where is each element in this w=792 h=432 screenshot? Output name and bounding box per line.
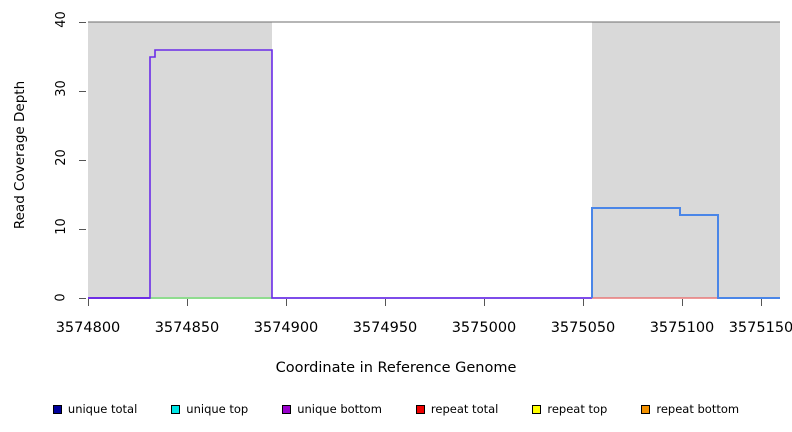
legend-item-unique-bottom: unique bottom (282, 402, 382, 416)
chart-legend: unique total unique top unique bottom re… (0, 398, 792, 420)
y-tickmark-20 (79, 160, 86, 161)
legend-label: repeat total (430, 402, 499, 416)
x-tick-label-3575050: 3575050 (550, 320, 616, 336)
legend-label: unique bottom (297, 402, 382, 416)
legend-item-repeat-top: repeat top (532, 402, 607, 416)
legend-item-repeat-bottom: repeat bottom (641, 402, 739, 416)
x-tickmark-3574850 (187, 299, 188, 306)
y-tickmark-30 (79, 91, 86, 92)
legend-swatch-icon (415, 404, 425, 414)
y-tickmark-0 (79, 298, 86, 299)
x-tick-label-3574800: 3574800 (55, 320, 121, 336)
repeat-region-right (592, 22, 780, 298)
y-tickmark-40 (79, 22, 86, 23)
legend-item-unique-total: unique total (52, 402, 138, 416)
legend-swatch-icon (52, 404, 62, 414)
legend-swatch-icon (532, 404, 542, 414)
legend-swatch-icon (641, 404, 651, 414)
x-tickmark-3574950 (385, 299, 386, 306)
series-unique-total-line (591, 207, 780, 299)
x-tickmark-3575000 (484, 299, 485, 306)
x-tickmark-3575050 (583, 299, 584, 306)
legend-item-unique-top: unique top (171, 402, 248, 416)
legend-swatch-icon (171, 404, 181, 414)
x-tick-label-3575100: 3575100 (649, 320, 715, 336)
legend-label: repeat bottom (656, 402, 740, 416)
repeat-region-left (88, 22, 272, 298)
x-tick-label-3575000: 3575000 (451, 320, 517, 336)
x-tickmark-3574900 (286, 299, 287, 306)
x-tickmark-3575150 (761, 299, 762, 306)
legend-label: repeat top (547, 402, 608, 416)
series-unique-bottom-line (88, 49, 592, 299)
x-tick-label-3575150: 3575150 (728, 320, 792, 336)
legend-swatch-icon (282, 404, 292, 414)
y-tickmark-10 (79, 229, 86, 230)
legend-item-repeat-total: repeat total (415, 402, 499, 416)
legend-label: unique top (186, 402, 249, 416)
x-tick-label-3574900: 3574900 (253, 320, 319, 336)
x-tickmark-3575100 (682, 299, 683, 306)
legend-label: unique total (67, 402, 138, 416)
x-tickmark-3574800 (88, 299, 89, 306)
x-tick-label-3574950: 3574950 (352, 320, 418, 336)
x-axis-title: Coordinate in Reference Genome (275, 360, 517, 376)
x-tick-label-3574850: 3574850 (154, 320, 220, 336)
